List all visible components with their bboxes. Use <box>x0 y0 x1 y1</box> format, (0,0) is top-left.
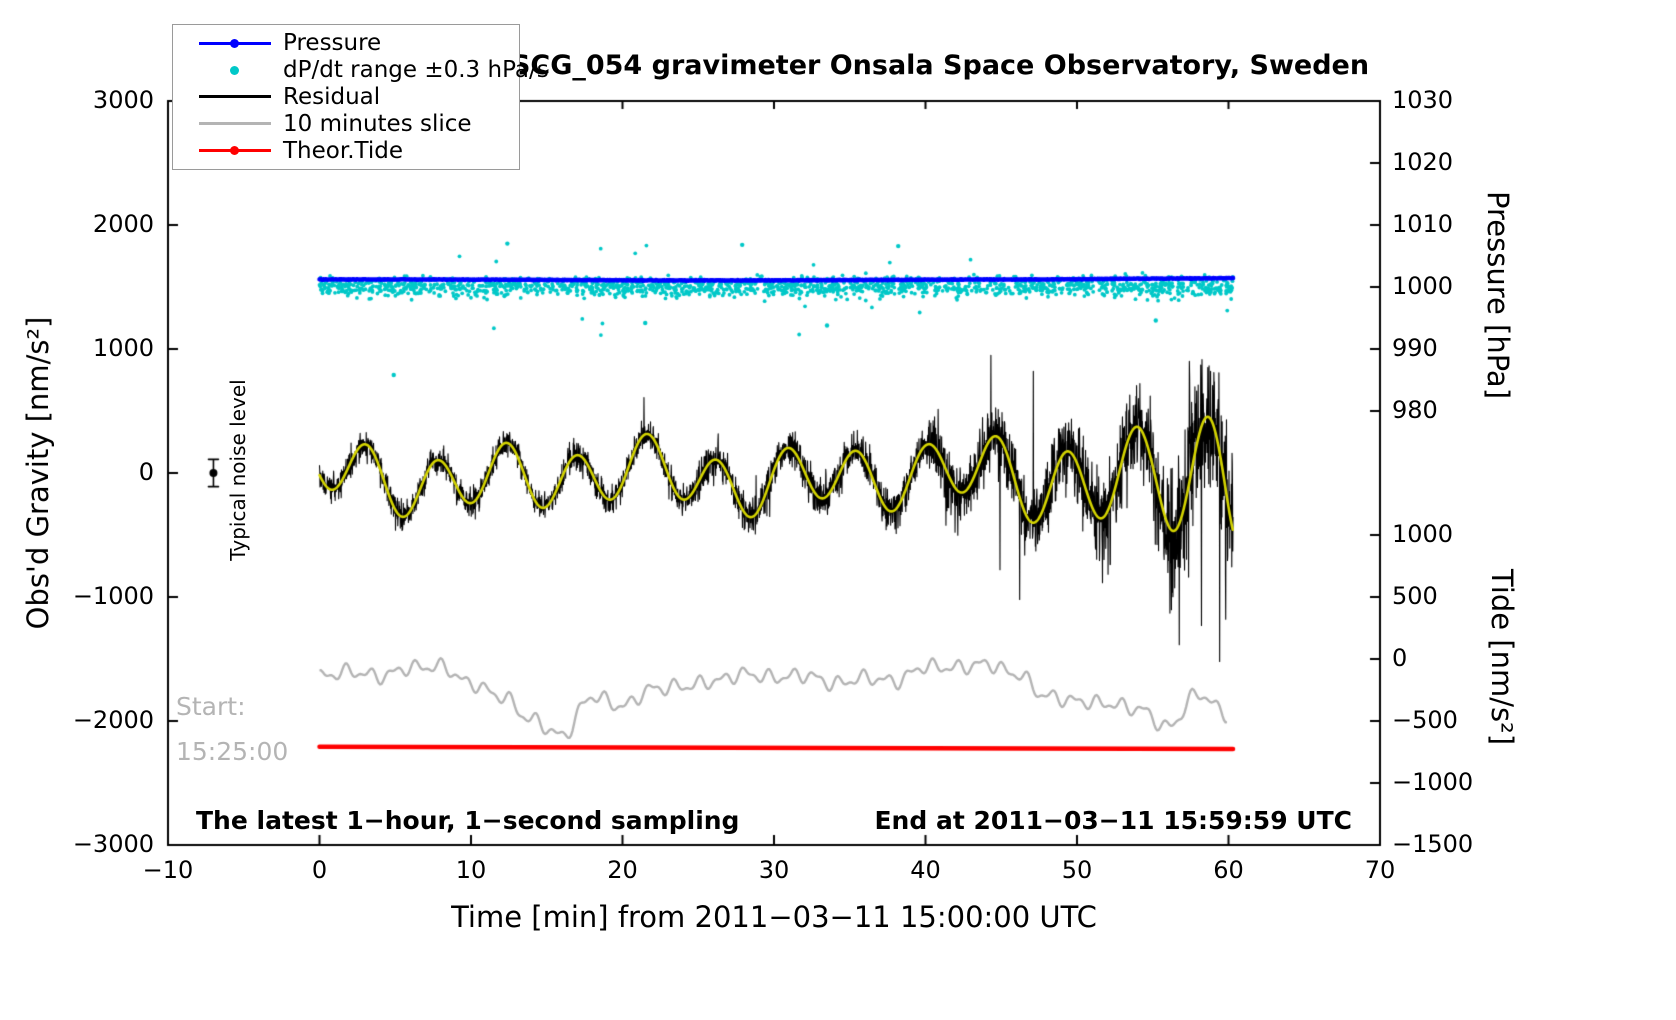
pressure-line-marker-icon <box>199 38 271 49</box>
legend: Pressure dP/dt range ±0.3 hPa/s Residual… <box>172 24 549 170</box>
legend-label: Residual <box>283 83 381 110</box>
y-left-tick-label: −3000 <box>72 830 154 858</box>
x-tick-label: 0 <box>311 856 328 884</box>
pressure-tick-label: 1010 <box>1392 210 1454 238</box>
legend-item-dpdt: dP/dt range ±0.3 hPa/s <box>173 57 549 84</box>
legend-item-residual: Residual <box>173 84 519 111</box>
typical-noise-level-label: Typical noise level <box>226 379 250 561</box>
x-tick-label: 40 <box>910 856 941 884</box>
x-tick-label: 10 <box>455 856 487 884</box>
x-axis-title: Time [min] from 2011−03−11 15:00:00 UTC <box>451 900 1097 934</box>
y-left-tick-label: 1000 <box>92 334 154 362</box>
pressure-tick-label: 1000 <box>1392 272 1454 300</box>
tide-line-marker-icon <box>199 145 271 156</box>
pressure-tick-label: 1020 <box>1392 148 1454 176</box>
tide-tick-label: −1500 <box>1392 830 1474 858</box>
dpdt-dot-marker-icon <box>199 65 271 76</box>
legend-label: 10 minutes slice <box>283 110 472 137</box>
start-annotation: Start: 15:25:00 <box>176 684 288 774</box>
legend-label: dP/dt range ±0.3 hPa/s <box>283 57 549 84</box>
end-time-note: End at 2011−03−11 15:59:59 UTC <box>874 806 1352 835</box>
x-tick-label: 50 <box>1061 856 1093 884</box>
tide-tick-label: −500 <box>1392 706 1458 734</box>
chart-title: SCG_054 gravimeter Onsala Space Observat… <box>510 50 1370 81</box>
x-tick-label: −10 <box>142 856 194 884</box>
tide-tick-label: −1000 <box>1392 768 1474 796</box>
start-time: 15:25:00 <box>176 737 289 766</box>
start-label: Start: <box>176 692 246 721</box>
legend-item-tide: Theor.Tide <box>173 137 519 164</box>
legend-item-pressure: Pressure <box>173 30 519 57</box>
residual-line-marker-icon <box>199 91 271 102</box>
y-left-tick-label: −1000 <box>72 582 154 610</box>
legend-item-slice: 10 minutes slice <box>173 110 519 137</box>
pressure-tick-label: 990 <box>1392 334 1438 362</box>
y-left-tick-label: 3000 <box>92 86 154 114</box>
y-left-tick-label: −2000 <box>72 706 154 734</box>
x-tick-label: 20 <box>607 856 638 884</box>
x-tick-label: 60 <box>1213 856 1244 884</box>
sampling-note: The latest 1−hour, 1−second sampling <box>196 806 740 835</box>
y-left-tick-label: 0 <box>138 458 154 486</box>
tide-tick-label: 1000 <box>1392 520 1454 548</box>
legend-label: Theor.Tide <box>283 137 403 164</box>
y-left-tick-label: 2000 <box>92 210 154 238</box>
x-tick-label: 70 <box>1364 856 1396 884</box>
x-tick-label: 30 <box>758 856 790 884</box>
pressure-tick-label: 1030 <box>1392 86 1454 114</box>
legend-label: Pressure <box>283 30 382 57</box>
slice-line-marker-icon <box>199 118 271 129</box>
pressure-tick-label: 980 <box>1392 396 1438 424</box>
tide-tick-label: 0 <box>1392 644 1408 672</box>
tide-tick-label: 500 <box>1392 582 1438 610</box>
